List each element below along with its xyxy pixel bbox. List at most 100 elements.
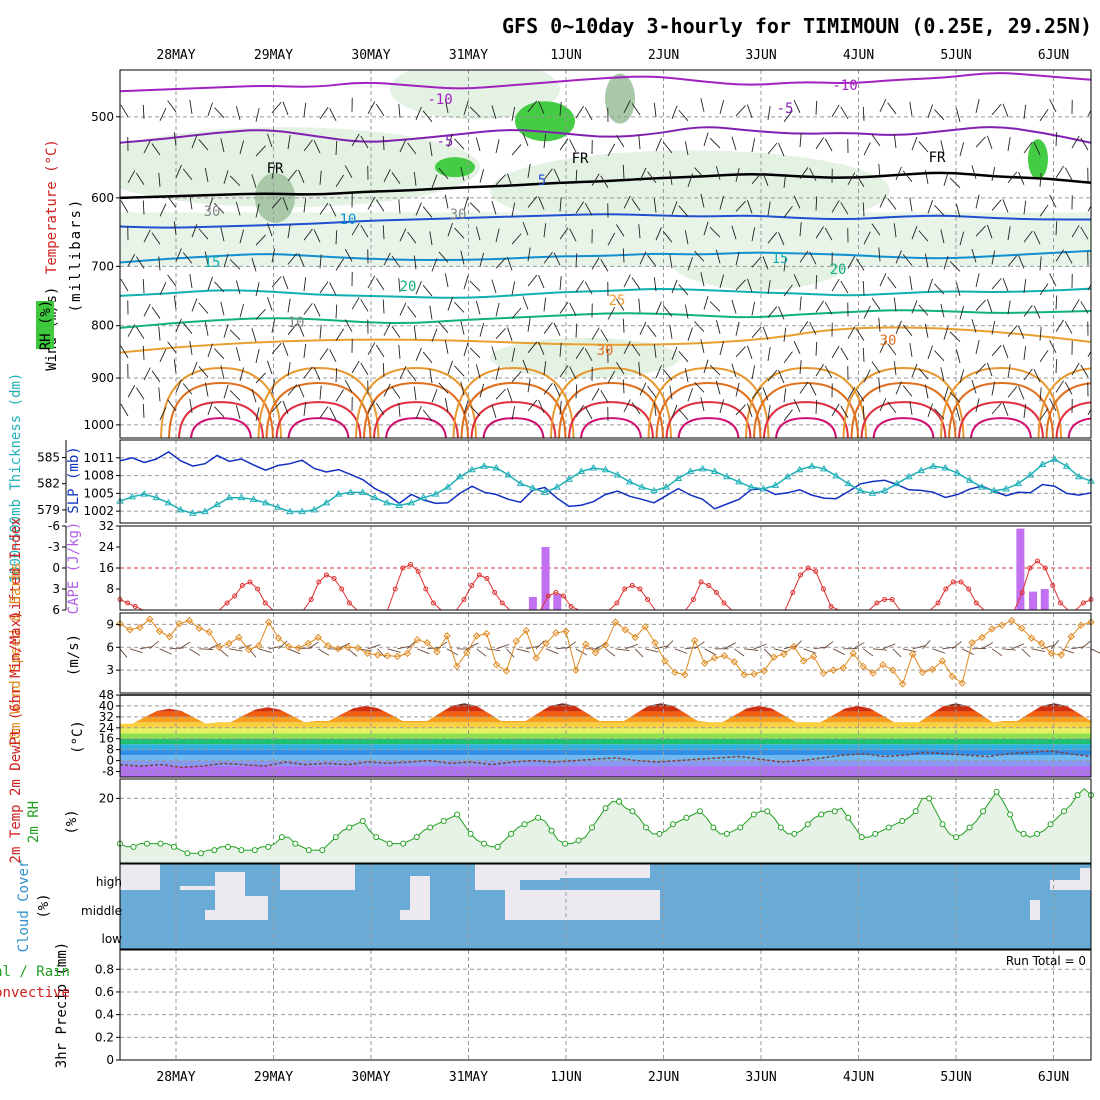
wind-barb — [151, 306, 161, 319]
wind10m-marker — [185, 616, 194, 625]
wind-barb — [495, 139, 500, 154]
wind-barb — [491, 200, 497, 215]
wind10m-marker — [1017, 624, 1026, 632]
wind-barb — [1071, 224, 1080, 238]
contour-label: 5 — [538, 173, 546, 189]
wind-barb — [879, 194, 887, 208]
wind-barb — [831, 200, 840, 213]
temperature-bands — [120, 703, 1091, 777]
temp-band — [120, 727, 1091, 734]
wind10m-barb — [228, 648, 243, 652]
wind-barb — [413, 255, 417, 270]
li-marker — [889, 597, 895, 602]
wind-barb — [559, 138, 569, 151]
wind-barb — [463, 400, 469, 415]
wind10m-marker — [641, 623, 649, 631]
precip-panel: 0 0.2 0.4 0.6 0.8 3hr Precip (mm) Total / Ra… — [0, 942, 1092, 1068]
rh2m-marker — [535, 814, 542, 821]
wind-barb — [255, 407, 260, 421]
wind-barb — [895, 320, 902, 334]
temp-band — [120, 722, 1091, 728]
wind-barb — [747, 278, 753, 293]
cloud-free-cell — [560, 864, 650, 878]
wind-barb — [584, 281, 593, 295]
wind-barb — [267, 360, 273, 375]
thk-marker — [176, 505, 185, 513]
wind-barb — [319, 170, 322, 185]
wind-barb — [511, 281, 516, 296]
tick-label: 500 — [91, 110, 114, 124]
wind-barb — [511, 307, 522, 319]
wind-barb — [214, 202, 225, 214]
wind-barb — [287, 384, 298, 396]
wind-barb — [298, 384, 305, 398]
wind-barb — [159, 348, 167, 363]
wind-barb — [762, 256, 769, 270]
wind-barb — [235, 280, 241, 295]
wind-barb — [167, 100, 177, 113]
thk-marker — [953, 469, 962, 476]
wind-barb — [878, 163, 881, 178]
cloud-free-cells — [120, 864, 1091, 920]
wind-barb — [198, 302, 209, 314]
tick-label: 32 — [99, 710, 114, 724]
wind-barb — [344, 379, 353, 393]
wind-barb — [313, 229, 321, 243]
rh-patch — [390, 70, 560, 120]
wind-barb — [955, 282, 961, 297]
wind-barb — [422, 351, 433, 364]
wind-barb — [367, 342, 376, 356]
rh2m-marker — [238, 847, 245, 854]
wind10m-marker — [373, 651, 382, 659]
date-label-bottom: 31MAY — [449, 1070, 488, 1085]
li-marker — [316, 579, 322, 585]
contour-label: 30 — [597, 343, 614, 359]
wind-barb — [511, 406, 516, 420]
wind-barb — [220, 301, 225, 316]
wind10m-barb — [288, 648, 301, 655]
li-marker — [973, 600, 979, 606]
wind-barb — [584, 202, 593, 216]
wind-barb — [1007, 255, 1018, 267]
wind-barb — [229, 390, 241, 401]
li-marker — [331, 576, 337, 581]
wind-barb — [413, 171, 417, 186]
thk-marker — [977, 483, 986, 490]
wind-barb — [415, 106, 422, 120]
rh-label: RH (%) — [38, 300, 54, 351]
li-marker — [790, 590, 796, 595]
cloud-free-cell — [400, 910, 410, 920]
wind-barb — [569, 302, 577, 316]
wind10m-marker — [770, 653, 778, 661]
rh2m-marker — [791, 830, 798, 837]
wind10m-barb — [268, 645, 283, 650]
rh2m-marker — [562, 840, 569, 847]
rh2m-axis: 20 — [99, 791, 120, 805]
wind-barb — [987, 299, 993, 313]
wind-barb — [709, 137, 721, 149]
wind-barb — [607, 143, 616, 157]
thk-marker — [1074, 472, 1083, 480]
wind-barb — [431, 328, 438, 342]
li-marker — [645, 597, 651, 602]
wind-barb — [553, 168, 561, 182]
wind-barb — [463, 196, 469, 211]
thk-marker — [140, 490, 149, 497]
wind10m-grid — [120, 613, 1091, 693]
date-label-bottom: 6JUN — [1038, 1070, 1069, 1085]
cloud-frame — [119, 863, 1092, 950]
wind-barb — [303, 277, 307, 292]
wind10m-barb — [961, 648, 974, 655]
wind-barb — [934, 283, 945, 295]
upper-air-frame — [119, 69, 1092, 439]
wind-barb — [815, 364, 825, 377]
wind-barb — [678, 350, 689, 363]
wind-barb — [669, 254, 673, 269]
wind10m-marker — [195, 624, 203, 632]
date-label-bottom: 30MAY — [351, 1070, 390, 1085]
wind-barb — [569, 139, 577, 153]
arch-contour — [558, 381, 664, 438]
wind-barb — [600, 259, 609, 272]
wind-barb — [940, 229, 945, 244]
wind10m-marker — [1027, 634, 1036, 642]
